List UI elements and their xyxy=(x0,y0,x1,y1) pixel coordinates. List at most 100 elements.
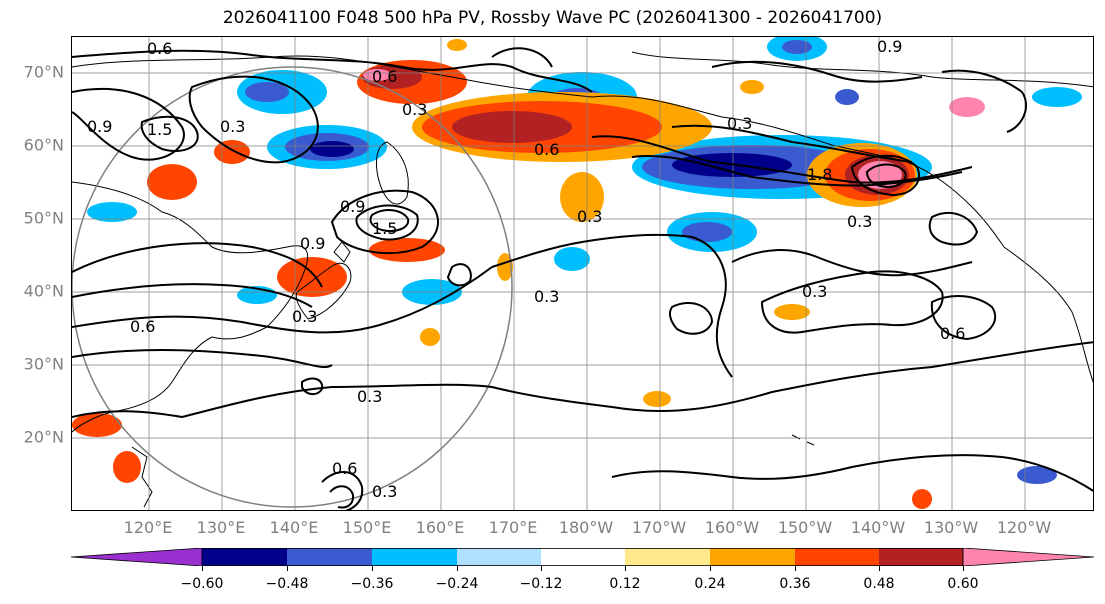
lat-label-70n: 70°N xyxy=(23,62,64,82)
pv-contour xyxy=(188,75,319,164)
lon-label-130w: 130°W xyxy=(923,518,979,537)
anomaly-positive xyxy=(363,69,391,81)
pv-contour xyxy=(329,485,355,509)
anomaly-positive xyxy=(452,111,572,143)
coastline-asia xyxy=(72,181,309,433)
colorbar-tick-mark xyxy=(457,566,458,571)
pv-contour xyxy=(330,189,439,254)
anomaly-positive xyxy=(277,257,347,297)
contour-label: 0.6 xyxy=(332,459,357,478)
pv-contour xyxy=(355,204,419,241)
colorbar-segment xyxy=(710,548,795,566)
anomaly-negative xyxy=(682,222,732,242)
lon-label-150e: 150°E xyxy=(342,518,392,537)
pv-contour xyxy=(850,154,920,197)
contour-label: 0.3 xyxy=(534,287,559,306)
coastline-hawaii xyxy=(791,434,815,446)
anomaly-positive xyxy=(774,304,810,320)
colorbar-tick-label: 0.24 xyxy=(694,576,726,592)
map-title: 2026041100 F048 500 hPa PV, Rossby Wave … xyxy=(222,8,883,28)
lon-label-120w: 120°W xyxy=(996,518,1052,537)
colorbar-tick-label: −0.48 xyxy=(265,576,309,592)
pv-contour xyxy=(491,47,553,68)
pv-contour xyxy=(369,209,410,232)
lat-label-50n: 50°N xyxy=(23,208,64,228)
colorbar-tick-mark xyxy=(710,566,711,571)
contour-label: 0.3 xyxy=(372,482,397,501)
anomaly-positive xyxy=(643,391,671,407)
map-panel[interactable]: 0.6 0.9 1.5 0.3 0.3 0.6 0.9 0.3 1.8 0.3 … xyxy=(71,36,1094,511)
pv-contour xyxy=(631,155,963,187)
anomaly-positive xyxy=(147,164,197,200)
contour-label: 0.6 xyxy=(147,39,172,58)
anomaly-negative xyxy=(87,202,137,222)
colorbar-tick-label: 0.48 xyxy=(863,576,895,592)
colorbar-segment xyxy=(541,548,625,566)
contour-label: 0.9 xyxy=(340,197,365,216)
coastline-alaska xyxy=(591,95,1005,248)
colorbar-tick-label: 0.60 xyxy=(947,576,979,592)
lat-label-30n: 30°N xyxy=(23,354,64,374)
pv-contour xyxy=(140,115,199,152)
colorbar-segment xyxy=(457,548,541,566)
anomaly-negative xyxy=(1032,87,1082,107)
colorbar-segment xyxy=(625,548,710,566)
lat-label-60n: 60°N xyxy=(23,135,64,155)
lon-label-170w: 170°W xyxy=(631,518,687,537)
lon-label-140w: 140°W xyxy=(850,518,906,537)
reference-circle xyxy=(72,66,513,508)
contour-label: 0.9 xyxy=(877,37,902,56)
coastline-kamchatka xyxy=(375,141,409,205)
anomaly-positive xyxy=(912,489,932,509)
lon-label-130e: 130°E xyxy=(196,518,246,537)
contour-label: 0.3 xyxy=(357,387,382,406)
pv-contour xyxy=(941,69,1027,133)
contour-label: 0.6 xyxy=(534,140,559,159)
anomaly-negative xyxy=(835,89,859,105)
coastline-russia-north xyxy=(72,55,593,98)
anomaly-negative xyxy=(245,82,289,102)
pv-contour xyxy=(930,295,997,341)
colorbar-segment xyxy=(287,548,372,566)
anomaly-positive xyxy=(113,451,141,483)
contour-label: 0.3 xyxy=(220,117,245,136)
contour-label: 0.3 xyxy=(727,114,752,133)
anomaly-negative xyxy=(554,247,590,271)
map-canvas: 0.6 0.9 1.5 0.3 0.3 0.6 0.9 0.3 1.8 0.3 … xyxy=(72,37,1093,510)
colorbar-tick-mark xyxy=(795,566,796,571)
contour-label: 0.3 xyxy=(847,212,872,231)
pv-contour xyxy=(446,263,472,287)
colorbar-tick-mark xyxy=(372,566,373,571)
anomaly-negative xyxy=(782,40,812,54)
pv-contour xyxy=(760,270,944,334)
pv-contour xyxy=(491,233,733,378)
colorbar-extend-high xyxy=(962,548,1094,566)
pv-contour xyxy=(72,242,323,288)
colorbar-segment xyxy=(202,548,287,566)
pv-contour xyxy=(865,163,907,189)
anomaly-positive xyxy=(740,80,764,94)
pv-contour xyxy=(668,302,714,335)
lat-label-40n: 40°N xyxy=(23,281,64,301)
contour-label: 1.5 xyxy=(372,219,397,238)
colorbar-segment xyxy=(879,548,963,566)
pv-contour xyxy=(72,266,493,334)
pv-contour xyxy=(72,283,313,308)
colorbar-tick-mark xyxy=(202,566,203,571)
lon-label-170e: 170°E xyxy=(488,518,538,537)
pv-contour xyxy=(72,349,333,369)
colorbar xyxy=(71,548,1094,566)
contour-label: 0.6 xyxy=(940,324,965,343)
coastline-north-america xyxy=(1003,246,1093,383)
coastline-japan xyxy=(295,262,352,320)
contour-label: 1.8 xyxy=(807,165,832,184)
contour-labels: 0.6 0.9 1.5 0.3 0.3 0.6 0.9 0.3 1.8 0.3 … xyxy=(87,37,965,501)
anomaly-negative xyxy=(310,141,354,157)
colorbar-segment xyxy=(372,548,457,566)
lon-label-160e: 160°E xyxy=(415,518,465,537)
pv-contours xyxy=(72,47,1093,510)
anomaly-positive xyxy=(369,238,445,262)
pv-contour xyxy=(72,88,185,161)
anomaly-positive xyxy=(497,253,513,281)
pv-contour xyxy=(731,249,973,277)
